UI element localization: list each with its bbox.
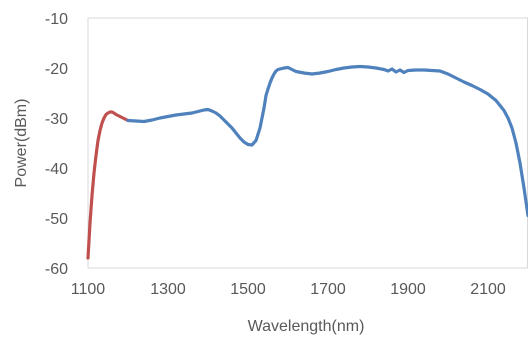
x-tick-label: 1100 (71, 281, 106, 298)
x-tick-label: 2100 (470, 281, 506, 298)
plot-area-border (87, 17, 528, 269)
y-tick-label: -30 (45, 111, 68, 128)
y-tick-label: -50 (45, 211, 68, 228)
series-line-1 (86, 110, 130, 260)
y-tick-label: -60 (45, 261, 68, 278)
x-axis-title: Wavelength(nm) (248, 318, 365, 335)
series-line-2 (126, 64, 528, 218)
y-tick-label: -40 (45, 161, 68, 178)
x-tick-label: 1500 (230, 281, 266, 298)
x-tick-label: 1700 (310, 281, 346, 298)
x-tick-label: 1900 (390, 281, 426, 298)
x-tick-label: 1300 (150, 281, 186, 298)
y-tick-label: -10 (45, 11, 68, 28)
y-axis-title: Power(dBm) (13, 99, 30, 188)
y-tick-label: -20 (45, 61, 68, 78)
